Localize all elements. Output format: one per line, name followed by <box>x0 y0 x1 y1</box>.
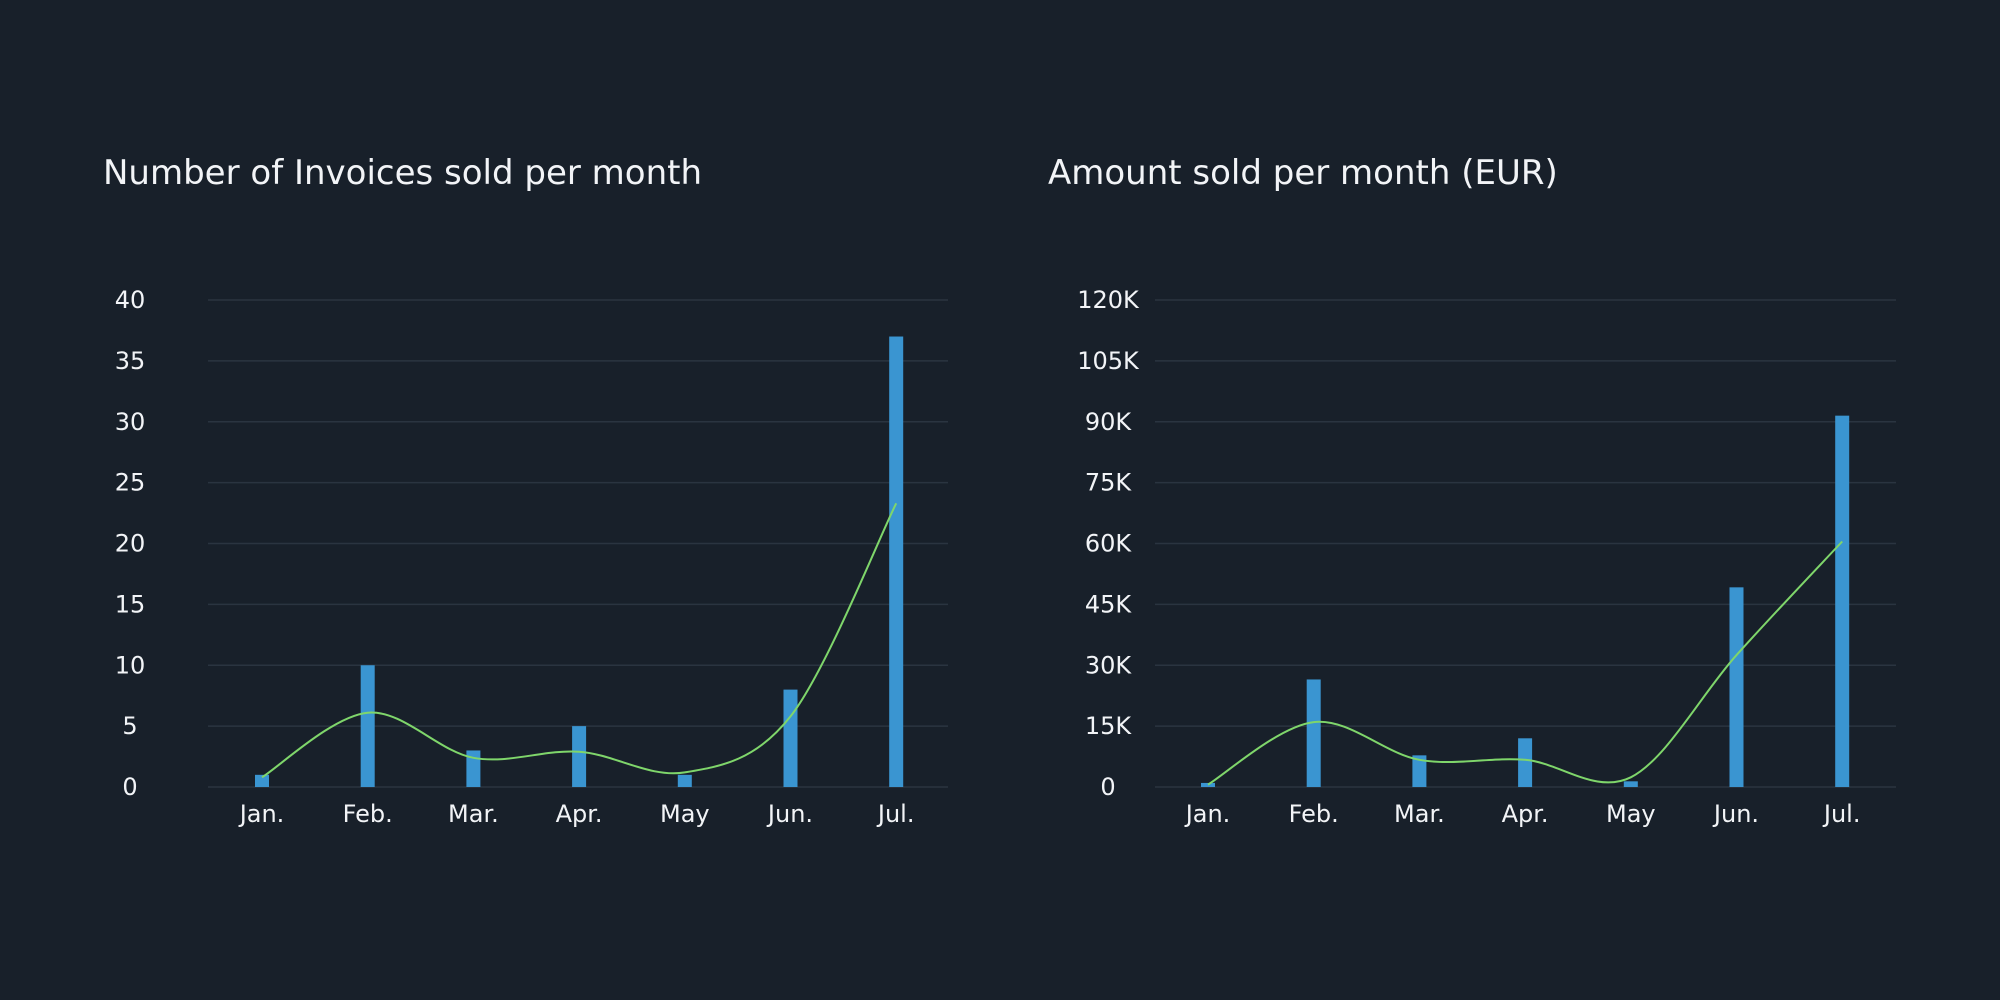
x-tick-label: Jul. <box>876 800 915 828</box>
x-tick-label: Mar. <box>1394 800 1445 828</box>
y-tick-label: 40 <box>115 286 146 314</box>
y-tick-label: 25 <box>115 469 146 497</box>
bar-jul[interactable] <box>1835 415 1850 787</box>
x-tick-label: Mar. <box>448 800 499 828</box>
x-tick-label: Feb. <box>1289 800 1339 828</box>
bar-apr[interactable] <box>1518 738 1533 787</box>
x-tick-label: May <box>660 800 710 828</box>
bar-jan[interactable] <box>255 774 269 787</box>
trend-line <box>1207 540 1843 786</box>
y-tick-label: 0 <box>122 773 137 801</box>
bar-mar[interactable] <box>1412 755 1427 787</box>
y-tick-label: 105K <box>1077 347 1140 375</box>
invoices-chart: 0 5 10 15 20 25 30 35 40 Jan. Feb. Mar. Apr. May Jun. J… <box>115 286 948 828</box>
amount-chart-title: Amount sold per month (EUR) <box>1048 153 1558 193</box>
x-tick-label: Apr. <box>556 800 603 828</box>
x-tick-label: May <box>1606 800 1656 828</box>
bar-feb[interactable] <box>360 665 375 787</box>
y-tick-label: 10 <box>115 651 146 679</box>
x-tick-label: Jul. <box>1822 800 1861 828</box>
x-tick-label: Jun. <box>1712 800 1759 828</box>
y-tick-label: 30 <box>115 408 146 436</box>
bar-jul[interactable] <box>889 336 904 787</box>
y-tick-label: 120K <box>1077 286 1140 314</box>
x-tick-label: Feb. <box>343 800 393 828</box>
y-tick-label: 5 <box>122 712 137 740</box>
bar-mar[interactable] <box>466 750 481 787</box>
bar-jan[interactable] <box>1201 782 1215 787</box>
x-tick-label: Jan. <box>1184 800 1231 828</box>
x-tick-label: Jan. <box>238 800 285 828</box>
y-tick-label: 15 <box>115 590 146 618</box>
amount-chart: 0 15K 30K 45K 60K 75K 90K 105K 120K Jan. Feb. Mar. A… <box>1077 286 1896 828</box>
bar-may[interactable] <box>1623 781 1638 787</box>
y-tick-label: 35 <box>115 347 146 375</box>
y-tick-label: 0 <box>1100 773 1115 801</box>
y-tick-label: 30K <box>1085 651 1133 679</box>
y-tick-label: 45K <box>1085 590 1133 618</box>
trend-line <box>261 502 898 779</box>
invoices-chart-title: Number of Invoices sold per month <box>103 153 703 193</box>
y-tick-label: 60K <box>1085 530 1133 558</box>
bar-feb[interactable] <box>1306 679 1321 787</box>
bar-may[interactable] <box>677 774 692 787</box>
y-tick-label: 15K <box>1085 712 1133 740</box>
y-tick-label: 75K <box>1085 469 1133 497</box>
bar-jun[interactable] <box>783 689 798 787</box>
y-tick-label: 20 <box>115 530 146 558</box>
bar-jun[interactable] <box>1729 587 1744 787</box>
bar-apr[interactable] <box>572 726 587 787</box>
x-tick-label: Apr. <box>1502 800 1549 828</box>
y-tick-label: 90K <box>1085 408 1133 436</box>
x-tick-label: Jun. <box>766 800 813 828</box>
